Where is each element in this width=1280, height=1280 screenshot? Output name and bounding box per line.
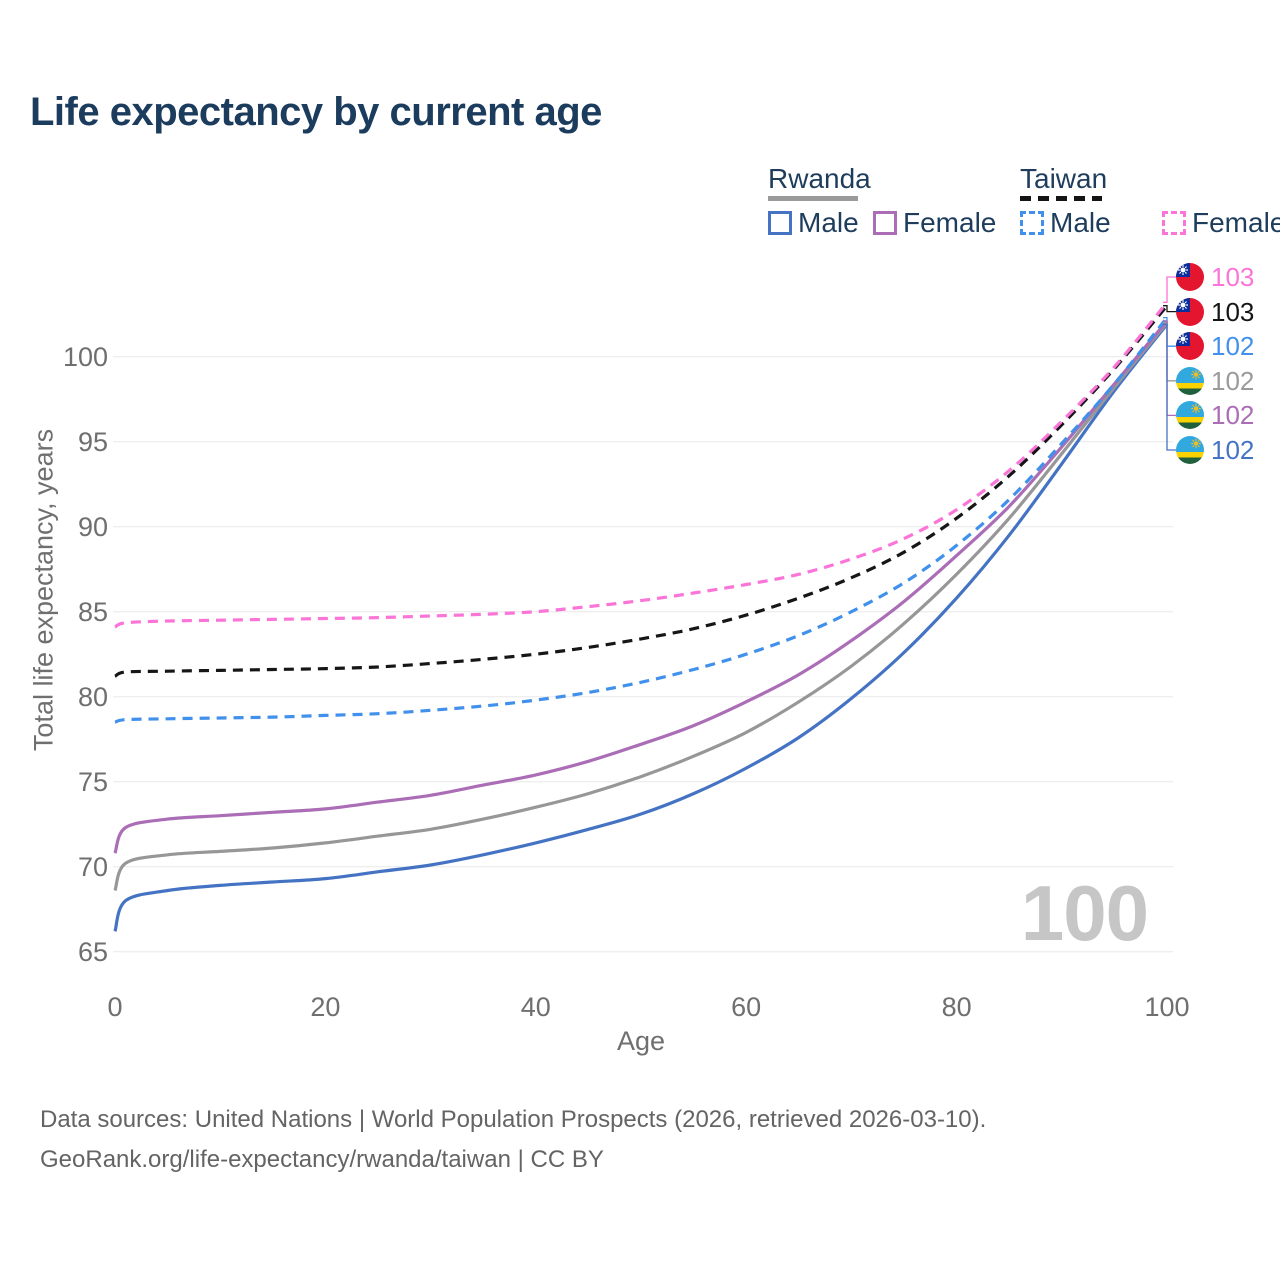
rwanda-flag-icon	[1176, 366, 1204, 395]
y-tick-label: 80	[77, 681, 108, 712]
leader-line-rwanda-male	[1163, 323, 1176, 451]
y-tick-label: 95	[77, 426, 108, 457]
taiwan-flag-icon	[1176, 263, 1204, 291]
taiwan-female-swatch-icon	[1162, 211, 1186, 235]
end-label-row: 102	[1176, 400, 1254, 430]
taiwan-flag-icon	[1176, 297, 1204, 326]
taiwan-flag-icon	[1176, 332, 1204, 361]
x-tick-label: 100	[1144, 992, 1190, 1022]
age-watermark: 100	[1020, 869, 1149, 957]
leader-line-rwanda-female	[1163, 320, 1176, 417]
legend-group-rwanda-label: Rwanda	[768, 163, 871, 194]
legend-item-label: Male	[798, 207, 859, 238]
page-title: Life expectancy by current age	[30, 90, 602, 134]
y-tick-label: 85	[77, 596, 108, 627]
end-label-value: 102	[1211, 435, 1255, 465]
end-label-value: 102	[1211, 400, 1255, 431]
legend-item-taiwan-male: Male	[1020, 207, 1111, 239]
rwanda-flag-icon	[1176, 401, 1204, 430]
end-label-value: 102	[1211, 365, 1255, 396]
y-tick-label: 75	[77, 766, 108, 797]
legend-item-rwanda-female: Female	[873, 207, 996, 239]
legend-taiwan-line-swatch	[1020, 196, 1102, 201]
legend-rwanda-line-swatch	[768, 196, 858, 201]
end-label-row: 102	[1176, 366, 1254, 396]
x-tick-label: 20	[310, 992, 341, 1022]
x-axis-title: Age	[616, 1026, 666, 1056]
legend-item-rwanda-male: Male	[768, 207, 859, 239]
series-lines	[113, 301, 1169, 932]
series-line-taiwan-male	[114, 316, 1169, 724]
series-line-taiwan-female	[114, 301, 1169, 629]
footer-sources: Data sources: United Nations | World Pop…	[40, 1106, 987, 1133]
series-line-taiwan-total	[114, 304, 1169, 678]
leader-lines	[1163, 276, 1176, 451]
x-tick-label: 80	[941, 992, 972, 1022]
rwanda-flag-icon	[1176, 436, 1204, 464]
legend-item-label: Male	[1050, 207, 1111, 238]
x-tick-label: 0	[107, 992, 123, 1022]
end-label-row: 102	[1176, 435, 1254, 465]
leader-line-taiwan-total	[1163, 305, 1176, 313]
y-tick-label: 70	[77, 851, 108, 882]
series-line-rwanda-female	[113, 319, 1169, 854]
legend-item-taiwan-female: Female	[1162, 207, 1280, 239]
leader-line-rwanda-total	[1163, 322, 1176, 382]
footer-attribution: GeoRank.org/life-expectancy/rwanda/taiwa…	[40, 1146, 604, 1173]
end-label-value: 103	[1211, 262, 1255, 292]
gridlines	[113, 356, 1173, 953]
legend-group-taiwan-label: Taiwan	[1020, 163, 1108, 194]
y-tick-label: 90	[77, 511, 108, 542]
legend-item-label: Female	[1192, 207, 1280, 238]
rwanda-female-swatch-icon	[873, 211, 897, 235]
end-label-row: 103	[1176, 262, 1254, 292]
series-line-rwanda-total	[113, 321, 1169, 892]
end-label-value: 102	[1211, 331, 1255, 362]
taiwan-male-swatch-icon	[1020, 211, 1044, 235]
legend-item-label: Female	[903, 207, 997, 238]
x-tick-label: 60	[731, 992, 762, 1022]
rwanda-male-swatch-icon	[768, 211, 792, 235]
y-tick-label: 65	[77, 936, 108, 967]
leader-line-taiwan-female	[1163, 276, 1176, 303]
y-tick-label: 100	[62, 341, 108, 372]
end-label-row: 103	[1176, 297, 1254, 327]
end-label-row: 102	[1176, 331, 1254, 361]
end-label-value: 103	[1211, 296, 1255, 327]
x-tick-label: 40	[520, 992, 551, 1022]
series-line-rwanda-male	[113, 323, 1169, 932]
